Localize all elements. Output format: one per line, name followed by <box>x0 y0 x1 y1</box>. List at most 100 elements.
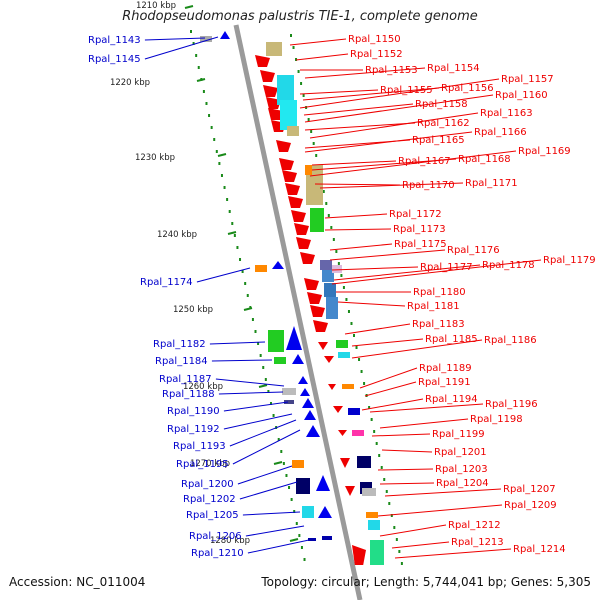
ruler-dot <box>378 454 381 457</box>
gene-label-right: Rpal_1209 <box>504 500 557 511</box>
ruler-dot <box>373 430 376 433</box>
ruler-dot <box>300 82 303 85</box>
leader-line <box>337 301 406 307</box>
ruler-dot <box>358 358 361 361</box>
gene-arrow <box>255 55 270 67</box>
gene-label-left: Rpal_1210 <box>191 548 244 559</box>
ruler-dot <box>303 558 306 561</box>
leader-line <box>381 449 433 453</box>
leader-line <box>351 338 424 347</box>
gene-arrow <box>307 292 322 304</box>
ruler-dot <box>395 538 398 541</box>
ruler-dot <box>236 246 239 249</box>
gene-arrow <box>328 384 336 390</box>
gene-arrow <box>298 376 308 384</box>
gene-label-left: Rpal_1184 <box>155 356 208 367</box>
ruler-dot <box>300 546 303 549</box>
gene-label-right: Rpal_1203 <box>435 464 488 475</box>
gene-label-left: Rpal_1202 <box>183 494 236 505</box>
ruler-dot <box>342 286 345 289</box>
gene-label-right: Rpal_1177 <box>420 262 473 273</box>
ruler-dot <box>215 150 218 153</box>
leader-line <box>211 359 273 362</box>
ruler-label: 1280 kbp <box>210 536 250 546</box>
leader-line <box>384 488 502 497</box>
ruler-dot <box>249 306 252 309</box>
gene-arrow <box>276 140 291 152</box>
leader-line <box>359 367 418 389</box>
gene-label-left: Rpal_1143 <box>88 35 141 46</box>
gene-block <box>255 265 267 272</box>
gene-block <box>302 506 314 518</box>
leader-line <box>351 339 483 359</box>
leader-line <box>371 433 431 437</box>
leader-line <box>242 511 301 516</box>
leader-line <box>209 341 266 345</box>
gene-label-right: Rpal_1196 <box>485 399 538 410</box>
gene-label-right: Rpal_1178 <box>482 260 535 271</box>
ruler-dot <box>347 310 350 313</box>
ruler-label: 1250 kbp <box>173 305 213 315</box>
gene-arrow <box>300 388 310 396</box>
ruler-tick <box>217 153 227 157</box>
gene-arrow <box>260 70 275 82</box>
leader-line <box>303 103 414 116</box>
ruler-dot <box>330 226 333 229</box>
gene-block <box>366 512 378 518</box>
leader-line <box>237 465 293 485</box>
gene-arrow <box>318 342 328 350</box>
accession-text: Accession: NC_011004 <box>9 575 146 589</box>
ruler-dot <box>315 154 318 157</box>
leader-line <box>304 67 426 79</box>
leader-line <box>314 183 401 186</box>
leader-line <box>309 112 479 139</box>
gene-label-right: Rpal_1186 <box>484 335 537 346</box>
leader-line <box>247 539 310 554</box>
ruler-dot <box>327 214 330 217</box>
ruler-dot <box>325 202 328 205</box>
ruler-tick <box>227 231 237 235</box>
ruler-label: 1270 kbp <box>190 459 230 469</box>
leader-line <box>304 122 416 131</box>
gene-label-right: Rpal_1180 <box>413 287 466 298</box>
gene-label-right: Rpal_1150 <box>348 34 401 45</box>
leader-line <box>223 401 289 412</box>
ruler-dot <box>251 318 254 321</box>
map-title: Rhodopseudomonas palustris TIE-1, comple… <box>122 9 478 24</box>
leader-line <box>394 548 512 559</box>
ruler-dot <box>310 130 313 133</box>
leader-line <box>232 429 301 465</box>
gene-arrow <box>340 458 350 468</box>
gene-arrow <box>288 196 303 208</box>
gene-block <box>274 357 286 364</box>
ruler-dot <box>295 522 298 525</box>
leader-line <box>239 481 298 500</box>
gene-arrow <box>291 210 306 222</box>
gene-label-right: Rpal_1157 <box>501 74 554 85</box>
ruler-dot <box>205 102 208 105</box>
gene-label-right: Rpal_1165 <box>412 135 465 146</box>
gene-block <box>282 388 296 395</box>
left-labels: Rpal_1143 Rpal_1145 Rpal_1174 Rpal_1182 Rpal… <box>88 35 310 559</box>
leader-line <box>319 182 464 189</box>
gene-label-left: Rpal_1187 <box>159 374 212 385</box>
gene-block <box>324 283 336 297</box>
gene-label-left: Rpal_1205 <box>186 510 239 521</box>
gene-label-left: Rpal_1145 <box>88 54 141 65</box>
ruler-dot <box>233 234 236 237</box>
gene-label-left: Rpal_1190 <box>167 406 220 417</box>
gene-arrow <box>285 183 300 195</box>
ruler-dot <box>380 466 383 469</box>
ruler-dot <box>312 142 315 145</box>
gene-arrow <box>296 237 311 249</box>
leader-line <box>299 78 500 109</box>
right-labels: Rpal_1150Rpal_1152Rpal_1153Rpal_1154Rpal… <box>289 34 596 559</box>
leader-line <box>329 249 446 261</box>
gene-block <box>277 75 294 105</box>
gene-arrow <box>220 31 230 39</box>
gene-arrow <box>316 475 330 491</box>
gene-block <box>292 460 304 468</box>
gene-arrow <box>268 108 283 120</box>
ruler-dot <box>282 462 285 465</box>
gene-label-right: Rpal_1172 <box>389 209 442 220</box>
